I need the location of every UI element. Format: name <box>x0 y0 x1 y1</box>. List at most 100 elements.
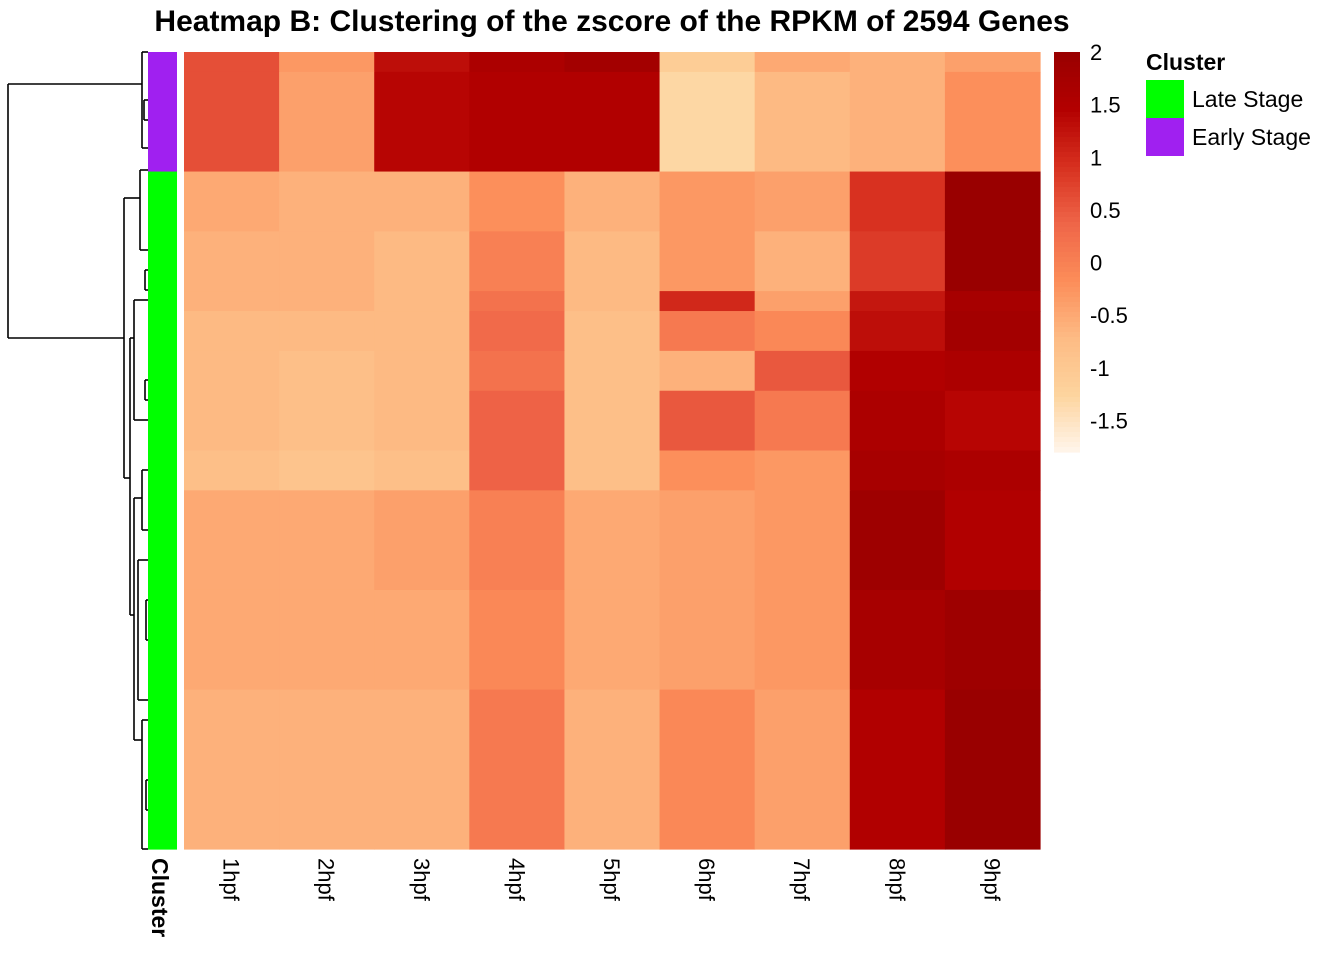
color-scale-tick: 2 <box>1090 40 1102 65</box>
color-scale-swatch <box>1054 322 1080 328</box>
color-scale-swatch <box>1054 417 1080 423</box>
cluster-annotation-cell <box>148 450 177 491</box>
heatmap-cell <box>754 52 851 73</box>
color-scale-swatch <box>1054 257 1080 263</box>
heatmap-cell <box>469 689 566 850</box>
heatmap-cell <box>279 589 375 691</box>
color-scale-swatch <box>1054 407 1080 413</box>
heatmap-cell <box>659 171 756 232</box>
color-scale-swatch <box>1054 447 1080 453</box>
cluster-annotation-cell <box>148 390 177 452</box>
row-dendrogram <box>7 51 148 850</box>
color-scale-swatch <box>1054 117 1080 123</box>
color-scale-swatch <box>1054 82 1080 88</box>
color-scale-swatch <box>1054 397 1080 403</box>
heatmap-cell <box>184 71 280 173</box>
heatmap-cell <box>184 171 280 232</box>
heatmap-cell <box>659 589 756 691</box>
column-label: 4hpf <box>504 858 529 902</box>
cluster-legend-title: Cluster <box>1146 49 1225 75</box>
color-scale-swatch <box>1054 212 1080 218</box>
heatmap-cell <box>374 689 470 850</box>
color-scale-swatch <box>1054 427 1080 433</box>
heatmap-cell <box>659 390 756 452</box>
color-scale-swatch <box>1054 267 1080 273</box>
cluster-annotation-cell <box>148 171 177 232</box>
heatmap-cell <box>469 350 566 392</box>
cluster-legend: Cluster Late Stage Early Stage <box>1146 49 1311 156</box>
heatmap-cell <box>374 450 470 491</box>
color-scale-legend: 2 1.5 1 0.5 0 -0.5 -1 -1.5 <box>1054 40 1128 453</box>
heatmap-cell <box>754 390 851 452</box>
heatmap-cell <box>944 52 1041 73</box>
heatmap-cell <box>184 291 280 312</box>
heatmap-cell <box>754 490 851 591</box>
color-scale-swatch <box>1054 142 1080 148</box>
heatmap-cell <box>564 350 661 392</box>
cluster-annotation-bar <box>148 52 177 850</box>
heatmap-cell <box>849 350 946 392</box>
heatmap-cell <box>374 311 470 352</box>
color-scale-swatch <box>1054 122 1080 128</box>
heatmap-cell <box>944 589 1041 691</box>
color-scale-swatch <box>1054 62 1080 68</box>
heatmap-cell <box>564 71 661 173</box>
color-scale-swatch <box>1054 272 1080 278</box>
color-scale-tick: 1.5 <box>1090 93 1121 118</box>
color-scale-swatch <box>1054 237 1080 243</box>
heatmap-cell <box>564 52 661 73</box>
heatmap-cell <box>659 689 756 850</box>
color-scale-swatch <box>1054 252 1080 258</box>
heatmap-cell <box>944 311 1041 352</box>
heatmap-cell <box>184 490 280 591</box>
cluster-annotation-cell <box>148 689 177 850</box>
color-scale-swatch <box>1054 157 1080 163</box>
heatmap-cell <box>469 390 566 452</box>
color-scale-swatch <box>1054 172 1080 178</box>
cluster-legend-label: Late Stage <box>1192 86 1303 112</box>
color-scale-swatch <box>1054 52 1080 58</box>
heatmap-cell <box>184 231 280 292</box>
cluster-legend-swatch <box>1146 80 1184 118</box>
heatmap-cell <box>564 589 661 691</box>
color-scale-swatch <box>1054 182 1080 188</box>
color-scale-tick: -1 <box>1090 356 1110 381</box>
heatmap-cell <box>659 71 756 173</box>
heatmap-cell <box>374 291 470 312</box>
color-scale-swatch <box>1054 92 1080 98</box>
heatmap-cell <box>754 231 851 292</box>
color-scale-swatch <box>1054 297 1080 303</box>
color-scale-swatch <box>1054 107 1080 113</box>
heatmap-cell <box>754 350 851 392</box>
heatmap-cell <box>564 450 661 491</box>
heatmap-cell <box>849 689 946 850</box>
heatmap-cell <box>184 390 280 452</box>
color-scale-swatch <box>1054 327 1080 333</box>
cluster-annotation-cell <box>148 231 177 292</box>
color-scale-swatch <box>1054 242 1080 248</box>
color-scale-swatch <box>1054 77 1080 83</box>
color-scale-swatch <box>1054 187 1080 193</box>
heatmap-cell <box>469 71 566 173</box>
color-scale-swatch <box>1054 287 1080 293</box>
cluster-annotation-cell <box>148 52 177 73</box>
heatmap-cell <box>849 291 946 312</box>
color-scale-swatch <box>1054 292 1080 298</box>
color-scale-swatch <box>1054 337 1080 343</box>
heatmap-cell <box>944 291 1041 312</box>
color-scale-swatch <box>1054 382 1080 388</box>
heatmap-cell <box>849 71 946 173</box>
heatmap-cell <box>754 71 851 173</box>
heatmap-cell <box>849 589 946 691</box>
color-scale-swatch <box>1054 137 1080 143</box>
heatmap-cell <box>564 171 661 232</box>
heatmap-cell <box>564 689 661 850</box>
color-scale-swatch <box>1054 227 1080 233</box>
color-scale-swatch <box>1054 432 1080 438</box>
column-label: 9hpf <box>979 858 1004 902</box>
cluster-legend-label: Early Stage <box>1192 124 1311 150</box>
heatmap-cell <box>944 171 1041 232</box>
heatmap-cell <box>469 291 566 312</box>
heatmap-cell <box>469 171 566 232</box>
heatmap-cell <box>184 589 280 691</box>
